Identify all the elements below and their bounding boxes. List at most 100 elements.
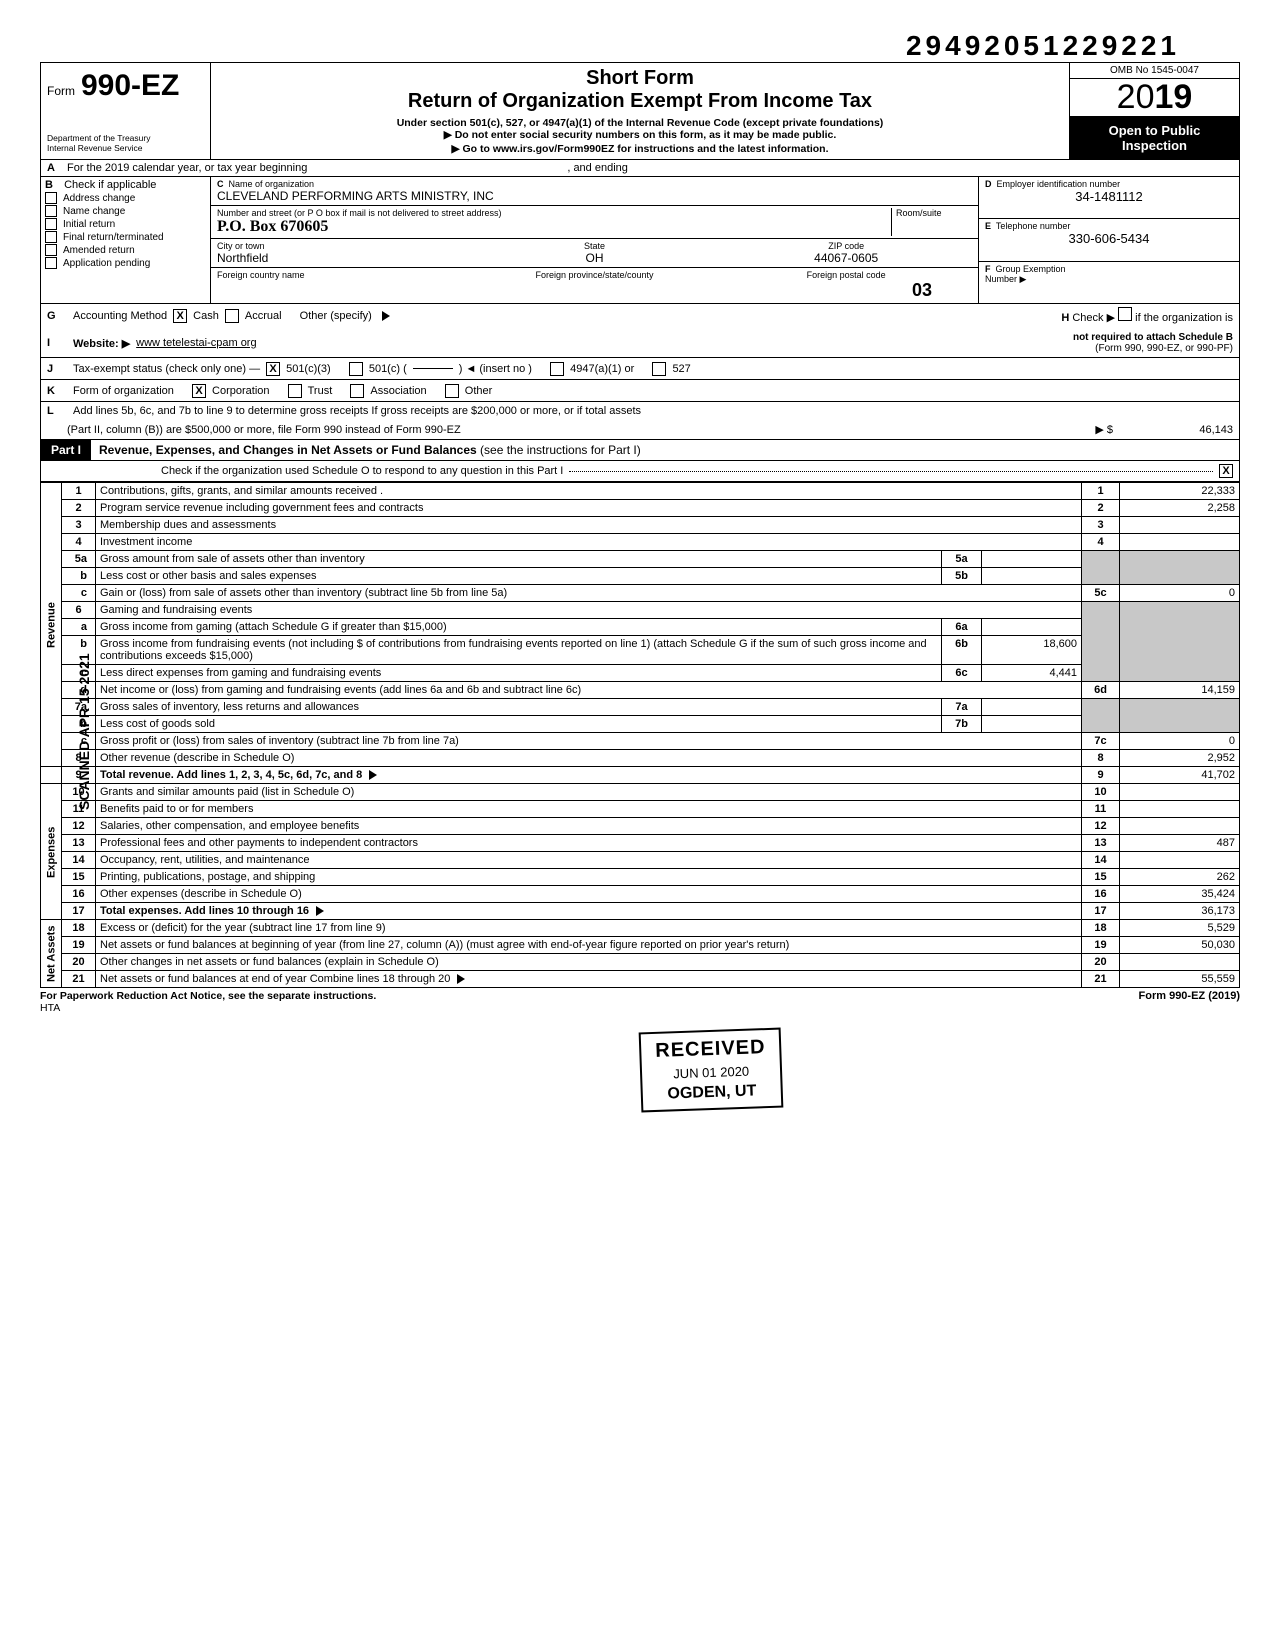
- chk-final-return[interactable]: Final return/terminated: [45, 231, 206, 243]
- line-17-desc: Total expenses. Add lines 10 through 16: [100, 905, 309, 917]
- ein-value: 34-1481112: [985, 189, 1233, 204]
- chk-527[interactable]: [652, 362, 666, 376]
- cash-label: Cash: [193, 310, 219, 322]
- open-inspection: Open to Public Inspection: [1070, 117, 1239, 159]
- group-exemption-number-label: Number ▶: [985, 274, 1233, 285]
- row-c-label: C: [217, 179, 224, 189]
- line-1-num: 1: [62, 483, 96, 500]
- row-d-label: D: [985, 179, 992, 189]
- footer-form-ref: Form 990-EZ (2019): [1139, 990, 1240, 1014]
- year-prefix: 20: [1117, 78, 1155, 116]
- street-value: P.O. Box 670605: [217, 218, 887, 236]
- line-6d: dNet income or (loss) from gaming and fu…: [41, 682, 1240, 699]
- accrual-label: Accrual: [245, 310, 282, 322]
- form-990ez-page: 29492051229221 Form 990-EZ Department of…: [40, 30, 1240, 1016]
- line-1-val: 22,333: [1120, 483, 1240, 500]
- line-5a: 5aGross amount from sale of assets other…: [41, 551, 1240, 568]
- org-name-block: C Name of organization CLEVELAND PERFORM…: [211, 177, 978, 206]
- 527-label: 527: [672, 363, 690, 375]
- association-label: Association: [370, 385, 426, 397]
- chk-501c[interactable]: [349, 362, 363, 376]
- form-word: Form: [47, 84, 75, 98]
- 4947-label: 4947(a)(1) or: [570, 363, 634, 375]
- row-a-text: For the 2019 calendar year, or tax year …: [67, 162, 307, 174]
- chk-initial-return[interactable]: Initial return: [45, 218, 206, 230]
- subtitle-1: Under section 501(c), 527, or 4947(a)(1)…: [219, 117, 1061, 129]
- foreign-prov-label: Foreign province/state/county: [469, 270, 721, 280]
- chk-association[interactable]: [350, 384, 364, 398]
- chk-application-pending[interactable]: Application pending: [45, 257, 206, 269]
- line-21-desc: Net assets or fund balances at end of ye…: [100, 973, 450, 985]
- check-if-applicable: Check if applicable: [64, 179, 156, 191]
- 501c3-label: 501(c)(3): [286, 363, 331, 375]
- row-e-label: E: [985, 221, 991, 231]
- stamp-date: JUN 01 2020: [656, 1063, 767, 1082]
- street-block: Number and street (or P O box if mail is…: [211, 206, 978, 239]
- year-box: OMB No 1545-0047 2019 Open to Public Ins…: [1069, 63, 1239, 159]
- form-header: Form 990-EZ Department of the Treasury I…: [40, 62, 1240, 160]
- chk-4947[interactable]: [550, 362, 564, 376]
- city-value: Northfield: [217, 251, 469, 265]
- foreign-block: Foreign country name Foreign province/st…: [211, 268, 978, 303]
- gross-receipts-amount: 46,143: [1113, 424, 1233, 436]
- chk-address-change[interactable]: Address change: [45, 192, 206, 204]
- chk-accrual[interactable]: [225, 309, 239, 323]
- chk-corporation[interactable]: X: [192, 384, 206, 398]
- col-c-org-info: C Name of organization CLEVELAND PERFORM…: [211, 177, 979, 303]
- row-k: K Form of organization XCorporation Trus…: [40, 380, 1240, 402]
- chk-cash[interactable]: X: [173, 309, 187, 323]
- triangle-icon: [457, 974, 465, 984]
- chk-name-change[interactable]: Name change: [45, 205, 206, 217]
- group-exemption-block: F Group Exemption Number ▶: [979, 262, 1239, 303]
- city-state-zip-block: City or town Northfield State OH ZIP cod…: [211, 239, 978, 268]
- city-label: City or town: [217, 241, 469, 251]
- chk-trust[interactable]: [288, 384, 302, 398]
- chk-amended-return[interactable]: Amended return: [45, 244, 206, 256]
- part-1-tag: Part I: [41, 440, 91, 460]
- document-number: 29492051229221: [40, 30, 1240, 62]
- line-21: 21Net assets or fund balances at end of …: [41, 971, 1240, 988]
- line-12: 12Salaries, other compensation, and empl…: [41, 818, 1240, 835]
- room-label: Room/suite: [896, 208, 972, 218]
- part-1-table: Revenue 1 Contributions, gifts, grants, …: [40, 482, 1240, 988]
- row-g-h-i: G Accounting Method XCash Accrual Other …: [40, 304, 1240, 358]
- part-1-header: Part I Revenue, Expenses, and Changes in…: [40, 440, 1240, 461]
- triangle-icon: [369, 770, 377, 780]
- open-line1: Open to Public: [1070, 123, 1239, 139]
- scanned-stamp: SCANNED APR 15 2021: [76, 653, 92, 810]
- row-a-label: A: [47, 162, 67, 174]
- short-form-title: Short Form: [219, 67, 1061, 90]
- state-value: OH: [469, 251, 721, 265]
- line-6: 6Gaming and fundraising events: [41, 602, 1240, 619]
- stamp-received-text: RECEIVED: [655, 1036, 766, 1063]
- line-10: Expenses 10Grants and similar amounts pa…: [41, 784, 1240, 801]
- chk-other-org[interactable]: [445, 384, 459, 398]
- h-continuation: not required to attach Schedule B (Form …: [1073, 332, 1233, 354]
- line-1-desc: Contributions, gifts, grants, and simila…: [96, 483, 1082, 500]
- subtitle-2-text: Do not enter social security numbers on …: [455, 129, 837, 141]
- line-8: 8Other revenue (describe in Schedule O)8…: [41, 750, 1240, 767]
- chk-501c3[interactable]: X: [266, 362, 280, 376]
- title-box: Short Form Return of Organization Exempt…: [211, 63, 1069, 159]
- line-6a: aGross income from gaming (attach Schedu…: [41, 619, 1240, 636]
- row-a: A For the 2019 calendar year, or tax yea…: [40, 160, 1240, 177]
- chk-schedule-o[interactable]: X: [1219, 464, 1233, 478]
- accounting-method-label: Accounting Method: [73, 310, 167, 322]
- triangle-icon: [382, 311, 390, 321]
- phone-label: Telephone number: [996, 221, 1071, 231]
- row-h-block: H Check ▶ if the organization is: [1061, 307, 1233, 324]
- row-b-label: B: [45, 179, 61, 191]
- line-7b: bLess cost of goods sold7b: [41, 716, 1240, 733]
- line-17: 17Total expenses. Add lines 10 through 1…: [41, 903, 1240, 920]
- corporation-label: Corporation: [212, 385, 269, 397]
- dept-line2: Internal Revenue Service: [47, 144, 204, 153]
- row-i-label: I: [47, 337, 67, 349]
- line-6c: cLess direct expenses from gaming and fu…: [41, 665, 1240, 682]
- phone-block: E Telephone number 330-606-5434: [979, 219, 1239, 261]
- line-11: 11Benefits paid to or for members11: [41, 801, 1240, 818]
- h-text1: Check ▶: [1072, 312, 1115, 324]
- line-2: 2Program service revenue including gover…: [41, 500, 1240, 517]
- chk-initial-return-label: Initial return: [63, 219, 115, 230]
- chk-schedule-b[interactable]: [1118, 307, 1132, 321]
- h-text4: (Form 990, 990-EZ, or 990-PF): [1095, 343, 1233, 354]
